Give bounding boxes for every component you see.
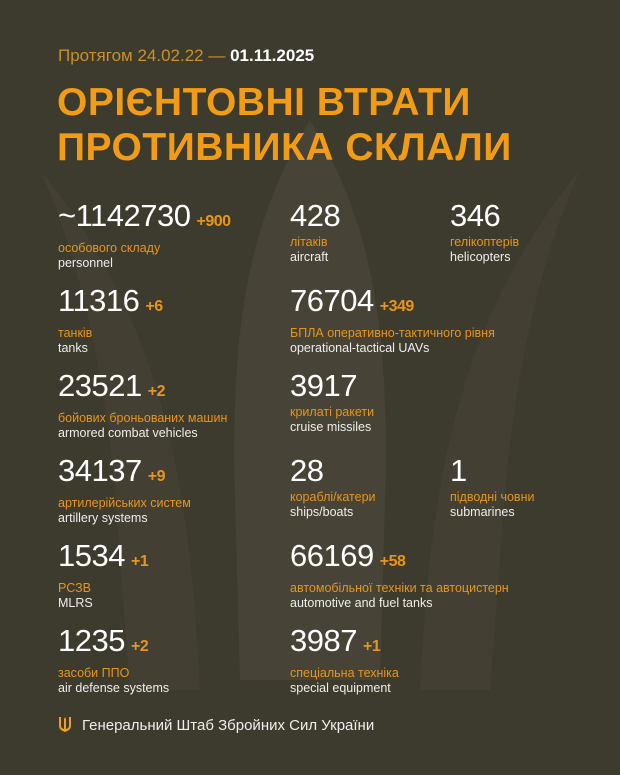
stat-value: 3987 (290, 623, 357, 658)
stat-value: 1534 (58, 538, 125, 573)
stat-label-ua: літаків (290, 235, 328, 249)
org-name: Генеральний Штаб Збройних Сил України (82, 716, 375, 734)
stat-value-row: 428 (290, 198, 341, 233)
stat-item: 11316 +6 танків tanks (58, 284, 163, 356)
stat-value-row: 1235 +2 (58, 624, 169, 664)
stat-delta: +1 (130, 553, 149, 570)
stat-label-en: artillery systems (58, 511, 148, 525)
stat-value: 1235 (58, 623, 125, 658)
stat-value: 11316 (58, 283, 140, 318)
stat-delta: +2 (147, 383, 166, 400)
stat-label-en: armored combat vehicles (58, 426, 198, 440)
stat-value: 76704 (290, 283, 374, 318)
trident-icon (59, 717, 71, 732)
stat-item: 346 гелікоптерів helicopters (450, 199, 519, 265)
stat-item: 34137 +9 артилерійських систем artillery … (58, 454, 191, 526)
period-start: Протягом 24.02.22 — (58, 46, 226, 65)
stat-value-row: 3987 +1 (290, 624, 399, 664)
stat-value: ~1142730 (58, 198, 191, 233)
stat-value: 1 (450, 453, 467, 488)
stat-delta: +58 (379, 553, 406, 570)
stat-value-row: 28 (290, 454, 376, 488)
stat-value: 34137 (58, 453, 142, 488)
stat-item: 28 кораблі/катери ships/boats (290, 454, 376, 520)
stat-value-row: 1 (450, 454, 534, 488)
stat-value-row: 76704 +349 (290, 284, 495, 324)
stat-label-en: ships/boats (290, 505, 354, 519)
stat-label-ua: підводні човни (450, 490, 535, 504)
stat-label-ua: автомобільної техніки та автоцистерн (290, 581, 509, 595)
stat-value-row: 1534 +1 (58, 538, 149, 579)
stat-label-ua: танків (58, 326, 93, 340)
stat-label-en: MLRS (58, 596, 93, 610)
stat-item: 428 літаків aircraft (290, 198, 341, 265)
stat-delta: +2 (130, 638, 149, 655)
stat-label-en: operational-tactical UAVs (290, 341, 430, 355)
stat-label-en: tanks (58, 341, 88, 355)
stat-item: ~1142730 +900 особового складу personnel (58, 199, 231, 271)
page-title: ОРІЄНТОВНІ ВТРАТИ ПРОТИВНИКА СКЛАЛИ (57, 80, 512, 170)
stat-label-ua: особового складу (58, 241, 161, 255)
stat-label-ua: артилерійських систем (58, 496, 191, 510)
stat-label-ua: крилаті ракети (290, 405, 375, 419)
stat-label-ua: кораблі/катери (290, 490, 376, 504)
stat-label-ua: гелікоптерів (450, 235, 520, 249)
stat-label-ua: бойових броньованих машин (58, 411, 228, 425)
stat-label-en: special equipment (290, 681, 391, 695)
title-line-2: ПРОТИВНИКА СКЛАЛИ (57, 126, 512, 169)
stat-label-en: automotive and fuel tanks (290, 596, 433, 610)
title-line-1: ОРІЄНТОВНІ ВТРАТИ (57, 81, 471, 124)
stat-delta: +9 (147, 468, 166, 485)
stat-label-en: aircraft (290, 250, 329, 264)
stat-label-ua: БПЛА оперативно-тактичного рівня (290, 326, 495, 340)
stat-label-en: helicopters (450, 250, 511, 264)
stat-label-en: personnel (58, 256, 113, 270)
stat-delta: +349 (379, 298, 415, 315)
stat-item: 1235 +2 засоби ППО air defense systems (58, 624, 169, 696)
stat-delta: +1 (362, 638, 381, 655)
period-end: 01.11.2025 (230, 46, 315, 65)
stat-item: 23521 +2 бойових броньованих машин armore… (58, 369, 227, 441)
stat-value: 66169 (290, 538, 374, 573)
stat-label-en: submarines (450, 505, 515, 519)
stat-item: 3987 +1 спеціальна техніка special equipm… (290, 624, 399, 696)
stat-value-row: 66169 +58 (290, 539, 509, 579)
stat-value-row: ~1142730 +900 (58, 199, 231, 239)
stat-label-ua: РСЗВ (58, 581, 91, 595)
stat-item: 1 підводні човни submarines (450, 454, 534, 520)
stat-label-en: air defense systems (58, 681, 170, 695)
stat-label-ua: спеціальна техніка (290, 666, 399, 680)
period: Протягом 24.02.22 — 01.11.2025 (58, 46, 314, 66)
stat-value: 28 (290, 453, 324, 488)
stat-value: 428 (290, 198, 341, 233)
stat-value: 346 (450, 198, 501, 233)
stat-value: 3917 (290, 368, 357, 403)
footer: Генеральний Штаб Збройних Сил України (58, 716, 374, 734)
stat-delta: +900 (196, 213, 232, 230)
stat-value-row: 3917 (290, 369, 374, 403)
stat-item: 76704 +349 БПЛА оперативно-тактичного рів… (290, 284, 495, 356)
stat-item: 3917 крилаті ракети cruise missiles (290, 369, 374, 435)
stat-item: 1534 +1 РСЗВ MLRS (58, 538, 149, 611)
stat-value-row: 23521 +2 (58, 369, 227, 409)
stat-value-row: 34137 +9 (58, 454, 191, 494)
stat-label-en: cruise missiles (290, 420, 372, 434)
stat-label-ua: засоби ППО (58, 666, 130, 680)
stat-value-row: 346 (450, 199, 519, 233)
stat-value: 23521 (58, 368, 142, 403)
stat-item: 66169 +58 автомобільної техніки та автоци… (290, 539, 509, 611)
stat-value-row: 11316 +6 (58, 284, 163, 324)
stat-delta: +6 (145, 298, 163, 315)
